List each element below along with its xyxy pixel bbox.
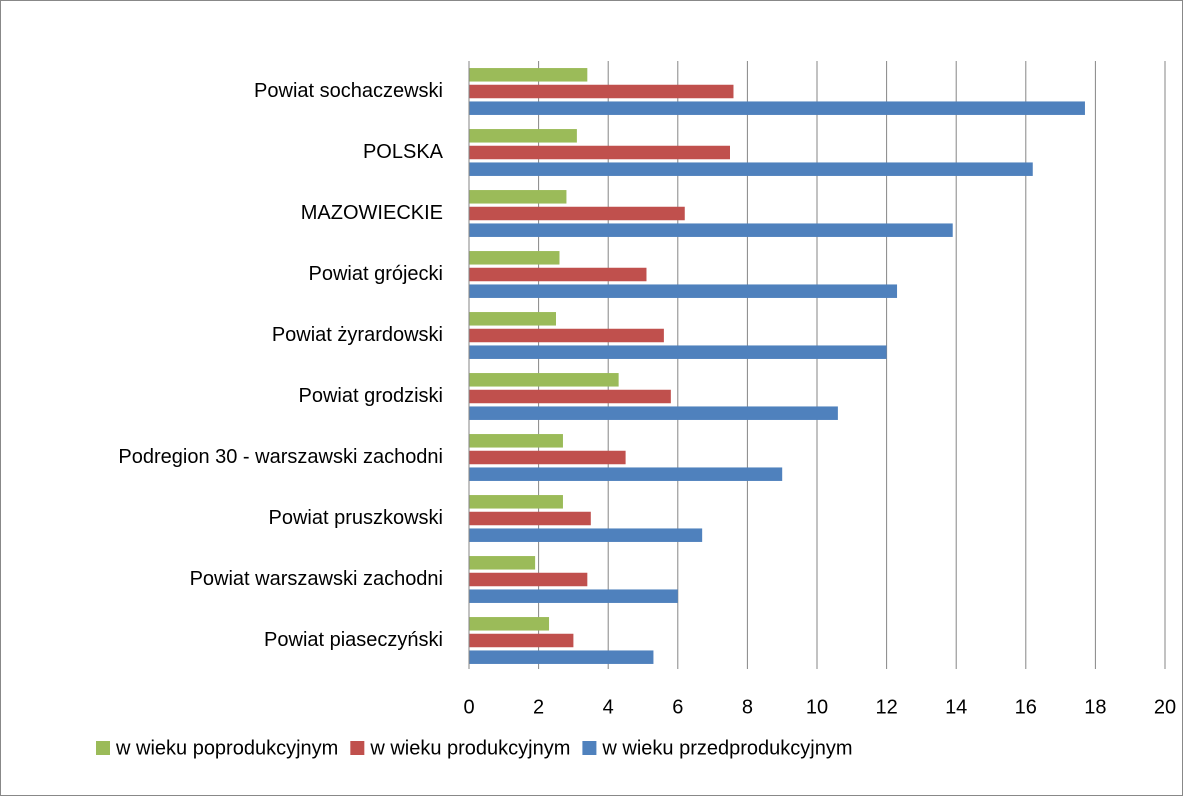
x-tick-label: 8 bbox=[742, 696, 753, 718]
x-tick-label: 10 bbox=[806, 696, 828, 718]
bar bbox=[469, 145, 730, 160]
bar bbox=[469, 101, 1085, 115]
bar bbox=[469, 434, 563, 448]
legend-swatch bbox=[350, 741, 365, 755]
x-tick-label: 16 bbox=[1015, 696, 1037, 718]
y-tick-label: MAZOWIECKIE bbox=[301, 202, 443, 224]
bar bbox=[469, 68, 588, 82]
bar bbox=[469, 467, 783, 481]
legend-label: w wieku produkcyjnym bbox=[369, 737, 570, 759]
legend-swatch bbox=[96, 741, 110, 755]
bar bbox=[469, 556, 536, 570]
bar bbox=[469, 267, 647, 282]
y-tick-label: Powiat grójecki bbox=[308, 263, 443, 285]
bar bbox=[469, 572, 588, 587]
bar bbox=[469, 589, 678, 603]
bar bbox=[469, 373, 619, 387]
y-tick-label: Powiat grodziski bbox=[298, 385, 443, 407]
bar bbox=[469, 495, 563, 509]
bar bbox=[469, 528, 703, 542]
bar bbox=[469, 84, 734, 99]
bar bbox=[469, 251, 560, 265]
y-tick-label: POLSKA bbox=[363, 141, 444, 163]
bar bbox=[469, 450, 626, 465]
bar bbox=[469, 312, 556, 326]
bar bbox=[469, 328, 664, 343]
bar bbox=[469, 633, 574, 648]
bar bbox=[469, 223, 953, 237]
bar bbox=[469, 162, 1033, 176]
bar bbox=[469, 345, 887, 359]
bar bbox=[469, 650, 654, 664]
y-tick-label: Powiat piaseczyński bbox=[264, 629, 443, 651]
x-tick-label: 6 bbox=[672, 696, 683, 718]
bar bbox=[469, 406, 838, 420]
y-tick-label: Powiat warszawski zachodni bbox=[190, 568, 443, 590]
y-tick-label: Powiat żyrardowski bbox=[272, 324, 443, 346]
y-tick-label: Powiat pruszkowski bbox=[268, 507, 443, 529]
legend-label: w wieku przedprodukcyjnym bbox=[601, 737, 852, 759]
x-tick-label: 18 bbox=[1084, 696, 1106, 718]
x-tick-label: 20 bbox=[1154, 696, 1176, 718]
x-tick-label: 0 bbox=[463, 696, 474, 718]
x-tick-label: 2 bbox=[533, 696, 544, 718]
bar bbox=[469, 617, 550, 631]
bar bbox=[469, 190, 567, 204]
bar bbox=[469, 206, 685, 221]
bar bbox=[469, 511, 591, 526]
x-tick-label: 14 bbox=[945, 696, 967, 718]
legend-swatch bbox=[582, 741, 597, 755]
bar bbox=[469, 129, 577, 143]
y-tick-label: Powiat sochaczewski bbox=[254, 80, 443, 102]
bar bbox=[469, 284, 898, 298]
x-tick-label: 4 bbox=[603, 696, 614, 718]
bar bbox=[469, 389, 671, 404]
x-tick-label: 12 bbox=[875, 696, 897, 718]
legend-label: w wieku poprodukcyjnym bbox=[115, 737, 338, 759]
y-tick-label: Podregion 30 - warszawski zachodni bbox=[118, 446, 443, 468]
